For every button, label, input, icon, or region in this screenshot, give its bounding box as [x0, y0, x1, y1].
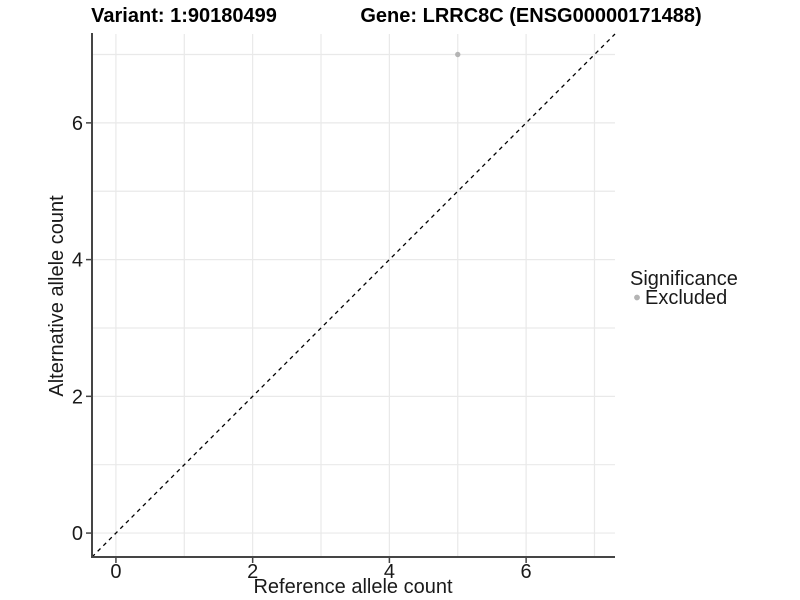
y-tick-label: 2: [72, 386, 83, 408]
legend: Significance Excluded: [630, 268, 738, 309]
legend-title: Significance: [630, 268, 738, 290]
legend-entry-excluded-label: Excluded: [645, 287, 727, 309]
y-tick-label: 6: [72, 113, 83, 135]
x-tick-label: 0: [110, 561, 121, 583]
axis-lines: [91, 33, 615, 558]
data-points: [455, 51, 461, 58]
axis-tick-labels: 0 2 4 6 0 2 4 6: [72, 113, 532, 583]
data-point: [455, 51, 461, 58]
plot-title-variant: Variant: 1:90180499: [91, 5, 277, 27]
y-axis-label: Alternative allele count: [46, 195, 68, 397]
grid-lines: [92, 34, 615, 557]
plot-title-gene: Gene: LRRC8C (ENSG00000171488): [360, 5, 701, 27]
x-tick-label: 4: [384, 561, 395, 583]
axis-tick-marks: [86, 122, 527, 563]
x-tick-label: 6: [521, 561, 532, 583]
x-axis-label: Reference allele count: [253, 576, 452, 598]
x-tick-label: 2: [247, 561, 258, 583]
y-tick-label: 0: [72, 523, 83, 545]
y-tick-label: 4: [72, 250, 83, 272]
legend-key-excluded-dot-icon: [634, 294, 640, 301]
identity-dashed-line: [91, 33, 616, 558]
